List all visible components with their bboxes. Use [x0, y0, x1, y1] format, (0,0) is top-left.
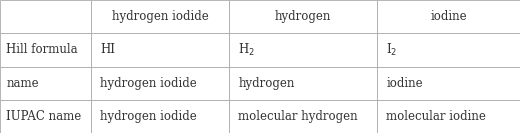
Bar — [377, 66, 520, 100]
Text: $\mathregular{I}_{2}$: $\mathregular{I}_{2}$ — [386, 42, 398, 58]
Bar — [229, 66, 377, 100]
Text: molecular hydrogen: molecular hydrogen — [238, 110, 358, 123]
Bar — [377, 0, 520, 33]
Bar — [0, 66, 91, 100]
Bar — [91, 66, 229, 100]
Bar — [0, 33, 91, 66]
Text: hydrogen: hydrogen — [275, 10, 331, 23]
Bar — [0, 0, 91, 33]
Bar — [91, 33, 229, 66]
Text: IUPAC name: IUPAC name — [6, 110, 82, 123]
Text: iodine: iodine — [430, 10, 467, 23]
Text: hydrogen iodide: hydrogen iodide — [100, 110, 197, 123]
Bar — [91, 0, 229, 33]
Bar — [229, 0, 377, 33]
Text: HI: HI — [100, 43, 115, 56]
Text: $\mathregular{H}_{2}$: $\mathregular{H}_{2}$ — [238, 42, 255, 58]
Text: Hill formula: Hill formula — [6, 43, 78, 56]
Bar — [377, 100, 520, 133]
Text: hydrogen iodide: hydrogen iodide — [100, 77, 197, 90]
Bar — [229, 33, 377, 66]
Bar — [91, 100, 229, 133]
Text: hydrogen iodide: hydrogen iodide — [111, 10, 209, 23]
Text: hydrogen: hydrogen — [238, 77, 294, 90]
Text: name: name — [6, 77, 39, 90]
Bar — [0, 100, 91, 133]
Text: iodine: iodine — [386, 77, 423, 90]
Bar — [229, 100, 377, 133]
Bar — [377, 33, 520, 66]
Text: molecular iodine: molecular iodine — [386, 110, 486, 123]
